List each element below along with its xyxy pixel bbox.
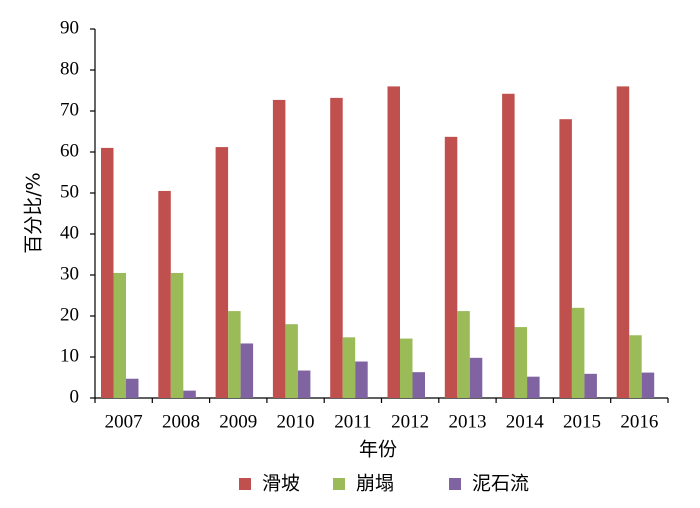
bar-1-2007: [101, 147, 114, 398]
legend-swatch: [239, 478, 251, 490]
bar-1-2016: [616, 86, 630, 399]
legend: 滑坡 崩塌 泥石流: [239, 473, 529, 495]
bar-1-2009: [215, 147, 229, 398]
bar-2-2011: [342, 337, 356, 398]
legend-swatch: [449, 478, 461, 490]
y-tick-label: 60: [60, 140, 79, 161]
bar-3-2011: [355, 361, 368, 398]
bar-1-2015: [559, 119, 572, 398]
bar-3-2009: [240, 343, 254, 398]
bar-1-2012: [387, 86, 400, 399]
x-tick-label: 2012: [391, 411, 429, 432]
bar-1-2010: [272, 99, 286, 399]
bar-2-2008: [170, 272, 184, 398]
bar-3-2010: [297, 370, 311, 398]
bar-1-2011: [330, 97, 343, 398]
bar-2-2007: [113, 272, 126, 398]
y-tick-label: 20: [60, 304, 79, 325]
bar-3-2008: [183, 390, 196, 398]
bar-3-2014: [527, 376, 540, 398]
legend-label: 滑坡: [262, 473, 300, 495]
y-tick-label: 70: [60, 99, 79, 120]
x-tick-label: 2007: [105, 411, 143, 432]
bar-2-2013: [457, 311, 470, 398]
bar-2-2016: [629, 335, 642, 398]
x-axis-title: 年份: [359, 439, 397, 461]
y-tick-label: 10: [60, 345, 79, 366]
plot-area: 0 10 20 30 40 50 60 70 80 90 2007 2008 2009 2010 2011 2…: [60, 17, 669, 432]
bar-3-2012: [412, 372, 425, 398]
x-tick-label: 2011: [334, 411, 371, 432]
bar-2-2015: [571, 307, 585, 398]
bar-1-2013: [444, 136, 458, 398]
x-tick-label: 2009: [219, 411, 257, 432]
bar-3-2007: [126, 378, 139, 398]
legend-label: 崩塌: [356, 473, 394, 495]
y-tick-label: 30: [60, 263, 79, 284]
x-tick-label: 2010: [277, 411, 315, 432]
bar-2-2010: [285, 324, 298, 398]
y-tick-label: 90: [60, 17, 79, 38]
bar-3-2013: [469, 357, 483, 398]
legend-label: 泥石流: [472, 473, 529, 495]
bar-2-2014: [514, 327, 528, 398]
x-tick-label: 2014: [506, 411, 545, 432]
x-tick-label: 2016: [620, 411, 658, 432]
legend-swatch: [333, 478, 345, 490]
bar-1-2014: [502, 93, 515, 398]
x-tick-label: 2013: [448, 411, 486, 432]
bar-2-2012: [400, 338, 413, 398]
y-tick-label: 50: [60, 181, 79, 202]
bar-1-2008: [158, 190, 171, 398]
bar-3-2016: [641, 372, 655, 398]
y-tick-label: 0: [70, 386, 80, 407]
y-tick-label: 80: [60, 58, 79, 79]
x-tick-label: 2015: [563, 411, 601, 432]
x-tick-label: 2008: [162, 411, 200, 432]
y-tick-label: 40: [60, 222, 79, 243]
bar-2-2009: [228, 311, 241, 398]
y-axis-title: 百分比/%: [23, 172, 45, 253]
bar-3-2015: [584, 373, 597, 398]
